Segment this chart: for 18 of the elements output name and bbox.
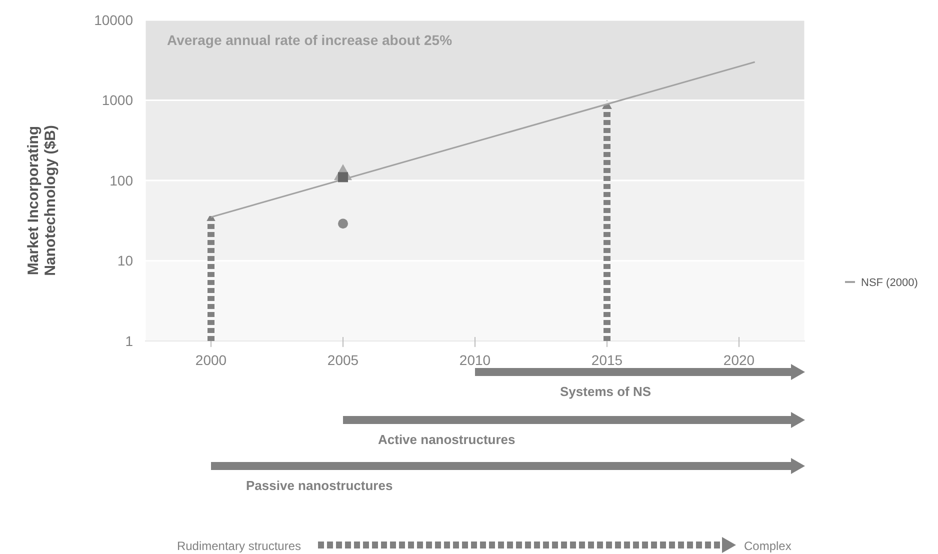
y-axis-title: Market Incorporating Nanotechnology ($B) [25,125,59,276]
y-tick-label: 10 [117,252,134,269]
x-tick-label: 2020 [723,352,755,368]
text: Passive nanostructures [246,478,393,493]
x-tick-label: 2000 [195,352,227,368]
y-tick-label: 100 [110,172,134,188]
x-tick-label: 2010 [459,352,491,368]
y-tick-label: 10000 [94,12,134,28]
y-tick-label: 1 [125,332,134,349]
y-tick-label: 1000 [102,92,134,108]
text: Rudimentary structures [176,539,301,553]
x-tick-label: 2015 [591,352,623,368]
text: Complex [744,539,792,553]
x-tick-label: 2005 [327,352,359,368]
text: Active nanostructures [378,432,516,447]
legend-label: NSF (2000) [861,276,918,289]
annotation: Average annual rate of increase about 25% [167,32,453,48]
text: Systems of NS [560,384,652,399]
